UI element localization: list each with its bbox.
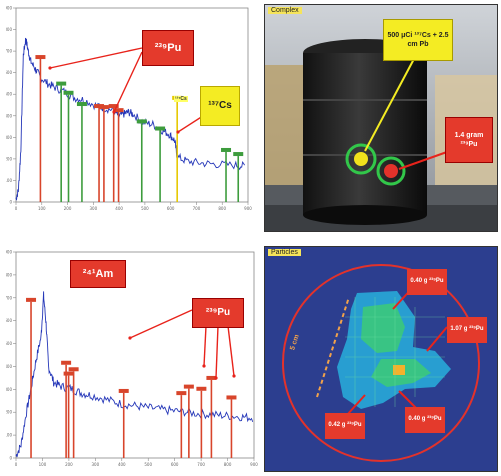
- y-tick-label: 400: [6, 113, 12, 118]
- am241-label-box: ²⁴¹Am: [70, 260, 126, 288]
- pu239-label-box: ²³⁹Pu: [142, 30, 194, 66]
- mass-label-box: 1.4 gram ²³⁹Pu: [445, 117, 493, 163]
- y-tick-label: 600: [6, 318, 12, 323]
- annotation-arrow: [203, 325, 207, 367]
- x-tick-label: 600: [167, 206, 175, 211]
- x-tick-label: 0: [15, 462, 18, 467]
- peak-tag: [56, 81, 67, 86]
- arrow-head: [202, 364, 206, 368]
- peak-tag: [61, 360, 72, 365]
- y-tick-label: 800: [6, 27, 12, 32]
- spectrum-line: [15, 291, 254, 458]
- x-tick-label: 900: [250, 462, 258, 467]
- peak-tag: [226, 395, 237, 400]
- x-tick-label: 800: [224, 462, 232, 467]
- annotation-arrow: [215, 325, 219, 379]
- y-tick-label: 500: [6, 92, 12, 97]
- peak-tag: [206, 375, 217, 380]
- y-tick-label: 800: [6, 272, 12, 277]
- particle-label-4: 0.40 g ²³⁹Pu: [405, 407, 445, 433]
- arrow-head: [232, 374, 236, 378]
- x-tick-label: 200: [64, 206, 72, 211]
- y-tick-label: 100: [6, 178, 12, 183]
- annotation-arrow: [49, 47, 143, 69]
- x-tick-label: 800: [218, 206, 226, 211]
- peak-tag: [221, 147, 232, 152]
- y-tick-label: 300: [6, 135, 12, 140]
- arrow-head: [176, 130, 180, 134]
- y-tick-label: 200: [6, 410, 12, 415]
- cs137-small-label: ¹³⁷Cs: [174, 96, 188, 102]
- pu-cs-spectrum-chart: 0 100 200 300 400 500 600 700 800 900 0 100 200 300 40…: [6, 4, 254, 214]
- particle-label-2: 1.07 g ²³⁹Pu: [447, 317, 487, 343]
- x-tick-label: 200: [65, 462, 73, 467]
- y-tick-label: 500: [6, 341, 12, 346]
- peak-tag: [108, 104, 119, 109]
- am-pu-spectrum-chart: 0 100 200 300 400 500 600 700 800 900 0 100 200 300 40…: [6, 248, 258, 470]
- peak-tag: [68, 367, 79, 372]
- complex-photo: Complex 500 μCi ¹³⁷Cs + 2.5 cm Pb 1.4 gr…: [264, 4, 498, 232]
- arrow-head: [214, 376, 218, 380]
- x-tick-label: 0: [15, 206, 18, 211]
- photo-title: Complex: [268, 7, 302, 14]
- y-tick-label: 900: [6, 6, 12, 11]
- x-tick-label: 400: [118, 462, 126, 467]
- x-tick-label: 600: [171, 462, 179, 467]
- x-tick-label: 500: [141, 206, 149, 211]
- peak-tag: [136, 119, 147, 124]
- peak-tag: [63, 371, 74, 376]
- peak-tag: [183, 384, 194, 389]
- peak-tag: [35, 55, 46, 60]
- particles-image: Particles 5 cm 0.40 g ²³⁹Pu 1.07 g ²³⁹Pu…: [264, 246, 498, 472]
- peak-tag: [113, 108, 124, 113]
- x-tick-label: 300: [92, 462, 100, 467]
- peak-tag: [118, 388, 129, 393]
- x-tick-label: 100: [38, 206, 46, 211]
- pu239-label-box-2: ²³⁹Pu: [192, 298, 244, 328]
- peak-tag: [76, 102, 87, 107]
- annotation-arrow: [129, 309, 193, 339]
- peak-tag: [98, 105, 109, 110]
- y-tick-label: 700: [6, 295, 12, 300]
- peak-tag: [26, 297, 37, 302]
- particle-label-1: 0.40 g ²³⁹Pu: [407, 269, 447, 295]
- peak-tag: [196, 386, 207, 391]
- y-tick-label: 600: [6, 70, 12, 75]
- particle-label-3: 0.42 g ²³⁹Pu: [325, 413, 365, 439]
- y-tick-label: 0: [9, 200, 12, 205]
- y-tick-label: 700: [6, 49, 12, 54]
- x-tick-label: 500: [144, 462, 152, 467]
- am-pu-spectrum-svg: 0 100 200 300 400 500 600 700 800 900 0 100 200 300 40…: [6, 250, 258, 468]
- x-tick-label: 700: [193, 206, 201, 211]
- particles-illustration: [265, 247, 497, 471]
- x-tick-label: 700: [197, 462, 205, 467]
- peak-tag: [155, 126, 166, 131]
- y-tick-label: 200: [6, 156, 12, 161]
- y-tick-label: 900: [6, 250, 12, 255]
- y-tick-label: 0: [9, 456, 12, 461]
- source-label-box: 500 μCi ¹³⁷Cs + 2.5 cm Pb: [383, 19, 453, 61]
- x-tick-label: 400: [115, 206, 123, 211]
- cs137-label-box: ¹³⁷Cs: [200, 86, 240, 126]
- y-tick-label: 300: [6, 387, 12, 392]
- x-tick-label: 900: [244, 206, 252, 211]
- plot-area: [15, 251, 255, 459]
- x-tick-label: 100: [39, 462, 47, 467]
- arrow-head: [112, 110, 116, 114]
- arrow-head: [48, 66, 52, 70]
- arrow-head: [128, 336, 132, 340]
- annotation-arrow: [113, 51, 143, 113]
- y-tick-label: 100: [6, 433, 12, 438]
- peak-tag: [233, 152, 244, 157]
- peak-tag: [176, 391, 187, 396]
- annotation-arrow: [227, 325, 235, 377]
- particles-title: Particles: [268, 249, 301, 256]
- y-tick-label: 400: [6, 364, 12, 369]
- x-tick-label: 300: [90, 206, 98, 211]
- peak-tag: [63, 90, 74, 95]
